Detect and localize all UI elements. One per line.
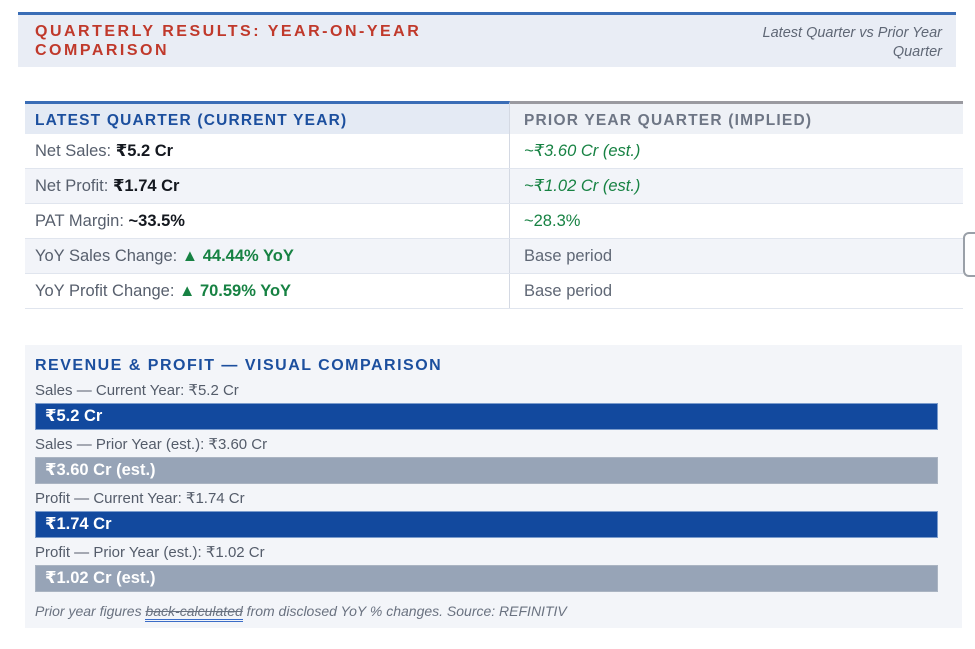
quarterly-comparison-table: LATEST QUARTER (CURRENT YEAR) PRIOR YEAR… (25, 101, 963, 309)
bar-group-profit-current: Profit — Current Year: ₹1.74 Cr ₹1.74 Cr (35, 489, 938, 538)
row-value: ₹5.2 Cr (115, 142, 174, 160)
back-calculated-link[interactable]: back-calculated (145, 603, 243, 622)
row-label: YoY Sales Change: (35, 247, 178, 265)
row-prior-value: ~₹3.60 Cr (est.) (524, 142, 641, 160)
page-subtitle: Latest Quarter vs Prior Year Quarter (762, 25, 942, 60)
row-prior-value: Base period (524, 247, 613, 265)
table-row: Net Profit: ₹1.74 Cr ~₹1.02 Cr (est.) (25, 169, 963, 204)
row-prior-value: Base period (524, 282, 613, 300)
bar-label: Profit — Prior Year (est.): ₹1.02 Cr (35, 544, 265, 561)
row-value: ₹1.74 Cr (112, 177, 180, 195)
row-prior-value: ~₹1.02 Cr (est.) (524, 177, 641, 195)
bar-profit-current: ₹1.74 Cr (35, 511, 938, 538)
bar-sales-prior: ₹3.60 Cr (est.) (35, 457, 938, 484)
bar-label: Sales — Prior Year (est.): ₹3.60 Cr (35, 436, 268, 453)
row-label: Net Sales: (35, 142, 112, 160)
bar-group-sales-prior: Sales — Prior Year (est.): ₹3.60 Cr ₹3.6… (35, 435, 938, 484)
bar-label: Sales — Current Year: ₹5.2 Cr (35, 382, 239, 399)
row-label: Net Profit: (35, 177, 109, 195)
bar-group-profit-prior: Profit — Prior Year (est.): ₹1.02 Cr ₹1.… (35, 543, 938, 592)
table-row: PAT Margin: ~33.5% ~28.3% (25, 204, 963, 239)
footnote-text: from disclosed YoY % changes. Source: RE… (242, 603, 567, 619)
footnote-text: Prior year figures (35, 603, 146, 619)
row-value-yoy-up: ▲ 70.59% YoY (179, 282, 292, 300)
table-row: Net Sales: ₹5.2 Cr ~₹3.60 Cr (est.) (25, 134, 963, 169)
row-label: PAT Margin: (35, 212, 124, 230)
column-header-prior: PRIOR YEAR QUARTER (IMPLIED) (510, 101, 963, 134)
scrollbar-thumb[interactable] (963, 232, 975, 277)
visual-comparison-panel: REVENUE & PROFIT — VISUAL COMPARISON Sal… (25, 345, 962, 628)
bar-label: Profit — Current Year: ₹1.74 Cr (35, 490, 245, 507)
source-footnote: Prior year figures back-calculated from … (35, 602, 938, 622)
bar-profit-prior: ₹1.02 Cr (est.) (35, 565, 938, 592)
table-row: YoY Profit Change: ▲ 70.59% YoY Base per… (25, 274, 963, 309)
table-row: YoY Sales Change: ▲ 44.44% YoY Base peri… (25, 239, 963, 274)
table-header-row: LATEST QUARTER (CURRENT YEAR) PRIOR YEAR… (25, 101, 963, 134)
page-title: QUARTERLY RESULTS: YEAR-ON-YEAR COMPARIS… (35, 23, 422, 59)
bar-sales-current: ₹5.2 Cr (35, 403, 938, 430)
row-prior-value: ~28.3% (524, 212, 581, 230)
row-value-yoy-up: ▲ 44.44% YoY (181, 247, 294, 265)
column-header-current: LATEST QUARTER (CURRENT YEAR) (25, 101, 510, 134)
row-value: ~33.5% (128, 212, 185, 230)
page-header: QUARTERLY RESULTS: YEAR-ON-YEAR COMPARIS… (18, 12, 956, 67)
bar-group-sales-current: Sales — Current Year: ₹5.2 Cr ₹5.2 Cr (35, 381, 938, 430)
row-label: YoY Profit Change: (35, 282, 175, 300)
section-title: REVENUE & PROFIT — VISUAL COMPARISON (35, 357, 443, 374)
